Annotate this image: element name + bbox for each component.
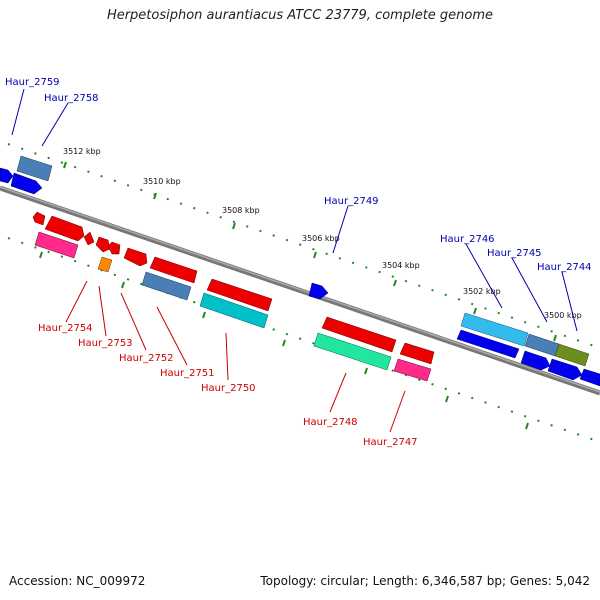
svg-text:Haur_2754: Haur_2754 xyxy=(38,323,93,334)
gene-haur-2750[interactable] xyxy=(199,278,273,329)
svg-text:Haur_2750: Haur_2750 xyxy=(201,383,256,394)
ruler-label: 3502 kbp xyxy=(463,287,501,296)
svg-text:Haur_2752: Haur_2752 xyxy=(119,353,174,364)
gene-haur-2751[interactable] xyxy=(123,247,198,301)
gene-haur-2753[interactable] xyxy=(83,231,113,273)
gene-haur-2748[interactable] xyxy=(313,316,397,371)
label-haur-2753: Haur_2753 xyxy=(78,285,133,349)
label-haur-2748: Haur_2748 xyxy=(303,372,358,428)
chromosome-backbone xyxy=(0,185,600,396)
svg-text:Haur_2746: Haur_2746 xyxy=(440,234,495,245)
label-haur-2759: Haur_2759 xyxy=(5,77,60,136)
gene-haur-2754[interactable] xyxy=(32,211,85,259)
ruler-label: 3512 kbp xyxy=(63,147,101,156)
gene-haur-2745[interactable] xyxy=(520,333,560,371)
label-haur-2754: Haur_2754 xyxy=(38,280,93,334)
svg-text:Haur_2745: Haur_2745 xyxy=(487,248,542,259)
figure-title: Herpetosiphon aurantiacus ATCC 23779, co… xyxy=(106,8,494,23)
label-haur-2749: Haur_2749 xyxy=(324,196,379,254)
label-haur-2745: Haur_2745 xyxy=(487,248,548,323)
svg-text:Haur_2748: Haur_2748 xyxy=(303,417,358,428)
svg-text:Haur_2758: Haur_2758 xyxy=(44,93,99,104)
label-haur-2746: Haur_2746 xyxy=(440,234,503,309)
genome-summary-text: Topology: circular; Length: 6,346,587 bp… xyxy=(260,574,590,588)
ruler-label: 3504 kbp xyxy=(382,261,420,270)
svg-text:Haur_2751: Haur_2751 xyxy=(160,368,215,379)
gene-haur-2746[interactable] xyxy=(456,312,529,359)
svg-text:Haur_2759: Haur_2759 xyxy=(5,77,60,88)
gene-haur-2744[interactable] xyxy=(547,343,600,387)
major-ticks xyxy=(39,161,557,430)
gene-haur-2747[interactable] xyxy=(393,342,435,382)
svg-text:Haur_2747: Haur_2747 xyxy=(363,437,418,448)
svg-text:Haur_2753: Haur_2753 xyxy=(78,338,133,349)
gene-haur-2749[interactable] xyxy=(308,282,329,300)
label-haur-2744: Haur_2744 xyxy=(537,262,592,332)
ruler-label: 3508 kbp xyxy=(222,206,260,215)
svg-text:Haur_2744: Haur_2744 xyxy=(537,262,592,273)
gene-haur-2759[interactable] xyxy=(0,167,43,195)
gene-haur-2752[interactable] xyxy=(95,236,121,255)
label-haur-2750: Haur_2750 xyxy=(201,332,256,394)
label-haur-2758: Haur_2758 xyxy=(41,93,99,147)
ruler-label: 3506 kbp xyxy=(302,234,340,243)
ruler-label: 3510 kbp xyxy=(143,177,181,186)
label-haur-2752: Haur_2752 xyxy=(119,292,174,364)
ruler-label: 3500 kbp xyxy=(544,311,582,320)
svg-text:Haur_2749: Haur_2749 xyxy=(324,196,379,207)
accession-text: Accession: NC_009972 xyxy=(9,574,146,588)
label-haur-2747: Haur_2747 xyxy=(363,390,418,448)
label-haur-2751: Haur_2751 xyxy=(156,306,215,379)
gene-haur-2758[interactable] xyxy=(16,155,53,182)
